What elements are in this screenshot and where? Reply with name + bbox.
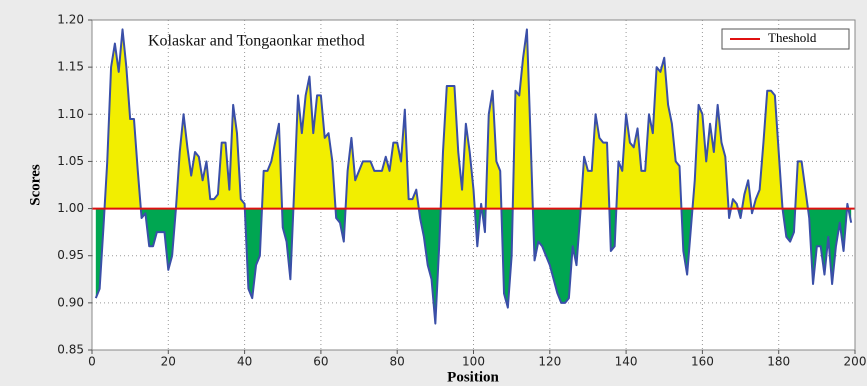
y-tick-label: 1.15 <box>57 60 84 74</box>
legend: Theshold <box>721 28 850 50</box>
x-tick-label: 100 <box>462 355 485 369</box>
y-tick-label: 1.20 <box>57 13 84 27</box>
legend-box <box>721 28 850 50</box>
x-tick-label: 60 <box>313 355 328 369</box>
x-axis-label: Position <box>447 369 499 385</box>
x-tick-label: 160 <box>691 355 714 369</box>
y-axis-label: Scores <box>27 164 43 206</box>
y-tick-label: 1.10 <box>57 107 84 121</box>
x-tick-label: 200 <box>844 355 867 369</box>
y-tick-label: 1.05 <box>57 154 84 168</box>
x-tick-label: 40 <box>237 355 252 369</box>
x-tick-label: 180 <box>767 355 790 369</box>
score-line <box>94 28 853 325</box>
x-tick-label: 120 <box>538 355 561 369</box>
chart-title: Kolaskar and Tongaonkar method <box>148 33 365 50</box>
fill-below <box>95 208 852 324</box>
y-tick-label: 0.95 <box>57 248 84 262</box>
y-tick-label: 0.90 <box>57 295 84 309</box>
x-tick-label: 20 <box>161 355 176 369</box>
y-tick-label: 0.85 <box>57 343 84 357</box>
x-tick-label: 140 <box>615 355 638 369</box>
legend-label: Theshold <box>768 30 817 45</box>
y-tick-label: 1.00 <box>57 201 84 215</box>
x-tick-label: 80 <box>390 355 405 369</box>
fill-above <box>95 29 852 209</box>
x-tick-label: 0 <box>88 355 96 369</box>
